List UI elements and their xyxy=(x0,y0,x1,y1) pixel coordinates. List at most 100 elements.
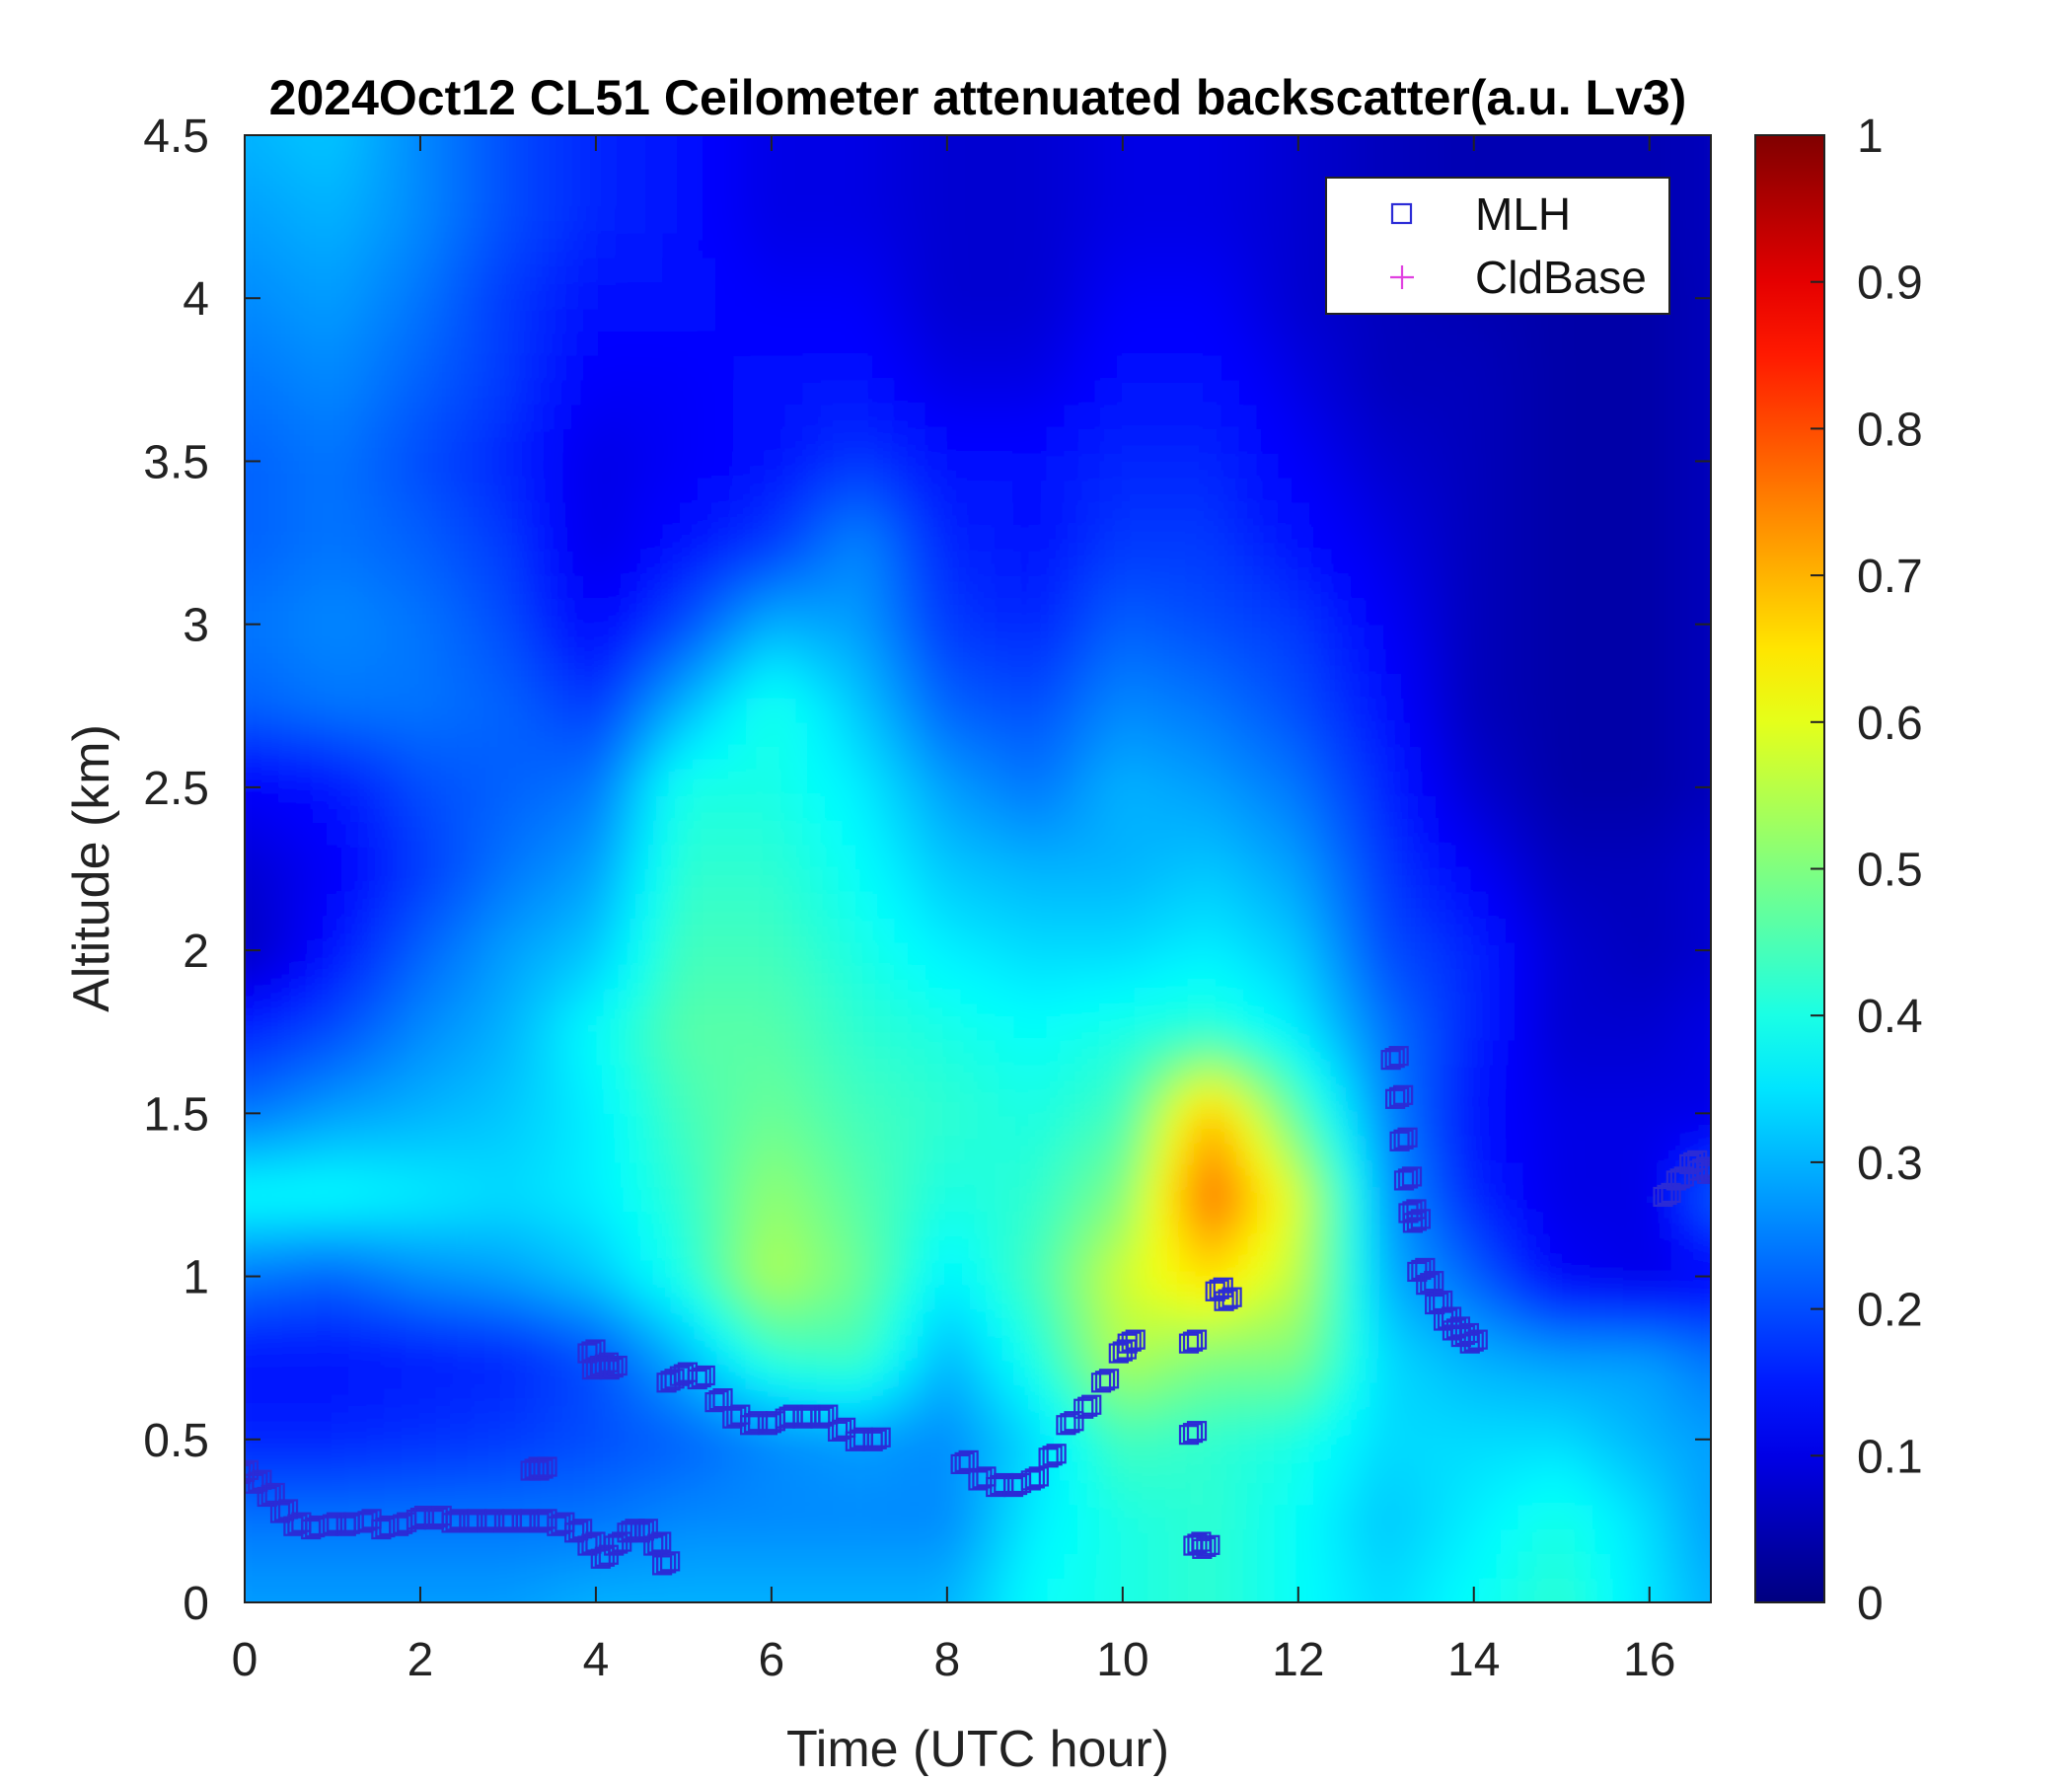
heatmap-cell xyxy=(907,1332,926,1359)
heatmap-cell xyxy=(1343,1064,1363,1090)
heatmap-cell xyxy=(1256,207,1276,234)
heatmap-cell xyxy=(1047,1137,1067,1163)
heatmap-cell xyxy=(1274,917,1294,943)
heatmap-cell xyxy=(768,1357,787,1383)
heatmap-cell xyxy=(1308,1381,1328,1408)
heatmap-cell xyxy=(435,599,455,626)
heatmap-cell xyxy=(1413,1308,1433,1334)
heatmap-cell xyxy=(1029,1406,1049,1433)
heatmap-cell xyxy=(977,1186,997,1213)
heatmap-cell xyxy=(435,427,455,454)
heatmap-cell xyxy=(784,941,804,968)
heatmap-cell xyxy=(1168,794,1188,821)
heatmap-cell xyxy=(610,867,629,894)
heatmap-cell xyxy=(401,550,420,576)
heatmap-cell xyxy=(680,525,700,552)
heatmap-cell xyxy=(1168,1087,1188,1114)
heatmap-cell xyxy=(680,1284,700,1310)
heatmap-cell xyxy=(837,501,856,528)
heatmap-cell xyxy=(314,1406,333,1433)
heatmap-cell xyxy=(1029,745,1049,772)
heatmap-cell xyxy=(750,1087,770,1114)
heatmap-cell xyxy=(348,452,368,479)
heatmap-cell xyxy=(1448,452,1467,479)
heatmap-cell xyxy=(593,892,613,919)
heatmap-cell xyxy=(1431,1430,1450,1456)
heatmap-cell xyxy=(907,1259,926,1286)
heatmap-cell xyxy=(698,427,717,454)
heatmap-cell xyxy=(1465,819,1485,846)
heatmap-cell xyxy=(523,1308,543,1334)
heatmap-cell xyxy=(401,624,420,650)
heatmap-cell xyxy=(1291,232,1310,259)
heatmap-cell xyxy=(1221,1137,1240,1163)
heatmap-cell xyxy=(488,550,507,576)
heatmap-cell xyxy=(453,1332,473,1359)
heatmap-cell xyxy=(1064,427,1083,454)
heatmap-cell xyxy=(1308,183,1328,209)
heatmap-cell xyxy=(401,1406,420,1433)
heatmap-cell xyxy=(977,892,997,919)
heatmap-cell xyxy=(1116,745,1136,772)
heatmap-cell xyxy=(245,867,263,894)
heatmap-cell xyxy=(1151,1014,1171,1041)
heatmap-cell xyxy=(593,379,613,406)
heatmap-cell xyxy=(802,1186,822,1213)
heatmap-cell xyxy=(1291,966,1310,993)
heatmap-cell xyxy=(925,159,944,186)
heatmap-cell xyxy=(575,1112,595,1139)
heatmap-cell xyxy=(1029,1210,1049,1236)
heatmap-cell xyxy=(488,892,507,919)
heatmap-cell xyxy=(575,1014,595,1041)
heatmap-cell xyxy=(662,427,682,454)
heatmap-cell xyxy=(1221,1504,1240,1530)
heatmap-cell xyxy=(1151,354,1171,381)
heatmap-cell xyxy=(1274,1577,1294,1602)
heatmap-cell xyxy=(1047,477,1067,503)
heatmap-cell xyxy=(471,672,490,699)
heatmap-cell xyxy=(1308,599,1328,626)
heatmap-cell xyxy=(488,1137,507,1163)
heatmap-cell xyxy=(698,1454,717,1481)
heatmap-cell xyxy=(401,1332,420,1359)
heatmap-cell xyxy=(698,574,717,601)
heatmap-cell xyxy=(1238,281,1258,308)
heatmap-cell xyxy=(348,1308,368,1334)
heatmap-cell xyxy=(977,1577,997,1602)
heatmap-cell xyxy=(348,794,368,821)
heatmap-cell xyxy=(680,1552,700,1579)
heatmap-cell xyxy=(1431,1039,1450,1066)
heatmap-cell xyxy=(1099,599,1119,626)
heatmap-cell xyxy=(541,770,560,796)
heatmap-cell xyxy=(557,1014,577,1041)
heatmap-cell xyxy=(1256,1039,1276,1066)
heatmap-cell xyxy=(1378,1430,1398,1456)
heatmap-cell xyxy=(261,1284,280,1310)
heatmap-cell xyxy=(1361,427,1380,454)
heatmap-cell xyxy=(1465,697,1485,723)
heatmap-cell xyxy=(628,1014,647,1041)
heatmap-cell xyxy=(523,844,543,870)
heatmap-cell xyxy=(245,1406,263,1433)
heatmap-cell xyxy=(593,281,613,308)
heatmap-cell xyxy=(907,1381,926,1408)
heatmap-cell xyxy=(1378,1064,1398,1090)
heatmap-cell xyxy=(541,1552,560,1579)
heatmap-cell xyxy=(662,966,682,993)
heatmap-cell xyxy=(628,1259,647,1286)
heatmap-cell xyxy=(1168,232,1188,259)
heatmap-cell xyxy=(698,647,717,674)
heatmap-cell xyxy=(575,550,595,576)
heatmap-cell xyxy=(784,1064,804,1090)
heatmap-cell xyxy=(1151,135,1171,161)
heatmap-cell xyxy=(1553,1454,1573,1481)
heatmap-cell xyxy=(977,1234,997,1261)
heatmap-cell xyxy=(1204,1406,1223,1433)
heatmap-cell xyxy=(435,550,455,576)
heatmap-cell xyxy=(1326,354,1346,381)
heatmap-cell xyxy=(1116,159,1136,186)
heatmap-cell xyxy=(278,1381,298,1408)
heatmap-cell xyxy=(1326,1284,1346,1310)
heatmap-cell xyxy=(1204,819,1223,846)
heatmap-cell xyxy=(261,427,280,454)
